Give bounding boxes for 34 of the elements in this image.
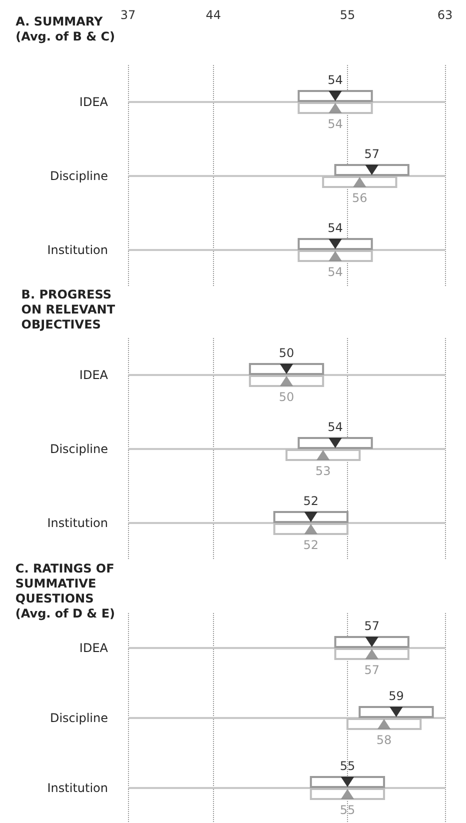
- data-label: 50: [278, 346, 294, 360]
- y-tick-label: IDEA: [79, 95, 109, 109]
- chart-title: B. PROGRESS ON RELEVANT OBJECTIVES: [21, 288, 116, 332]
- data-label: 52: [303, 538, 319, 552]
- x-tick-label: 37: [120, 8, 136, 22]
- data-label: 50: [278, 390, 294, 404]
- y-tick-label: Institution: [47, 243, 108, 257]
- data-label: 59: [388, 689, 404, 703]
- data-label: 56: [352, 191, 368, 205]
- chart-title: A. SUMMARY (Avg. of B & C): [16, 14, 116, 44]
- y-tick-label: Discipline: [50, 711, 108, 725]
- data-label: 54: [328, 420, 343, 434]
- data-label: 57: [364, 619, 380, 633]
- data-label: 57: [364, 663, 380, 677]
- data-label: 54: [328, 117, 343, 131]
- y-tick-label: Discipline: [50, 442, 108, 456]
- data-label: 55: [340, 759, 356, 773]
- data-label: 52: [303, 494, 319, 508]
- data-label: 55: [340, 803, 356, 817]
- chart-title: C. RATINGS OF SUMMATIVE QUESTIONS (Avg. of D & E): [15, 562, 116, 620]
- y-tick-label: Institution: [47, 516, 108, 530]
- y-tick-label: IDEA: [79, 368, 109, 382]
- data-label: 58: [376, 733, 392, 747]
- x-tick-label: 63: [437, 8, 453, 22]
- data-label: 57: [364, 147, 380, 161]
- y-tick-label: Discipline: [50, 169, 108, 183]
- y-tick-label: IDEA: [79, 641, 109, 655]
- x-tick-label: 44: [206, 8, 221, 22]
- y-tick-label: Institution: [47, 781, 108, 795]
- data-label: 54: [328, 265, 343, 279]
- data-label: 53: [315, 464, 331, 478]
- data-label: 54: [328, 221, 343, 235]
- data-label: 54: [328, 73, 343, 87]
- x-tick-label: 55: [340, 8, 356, 22]
